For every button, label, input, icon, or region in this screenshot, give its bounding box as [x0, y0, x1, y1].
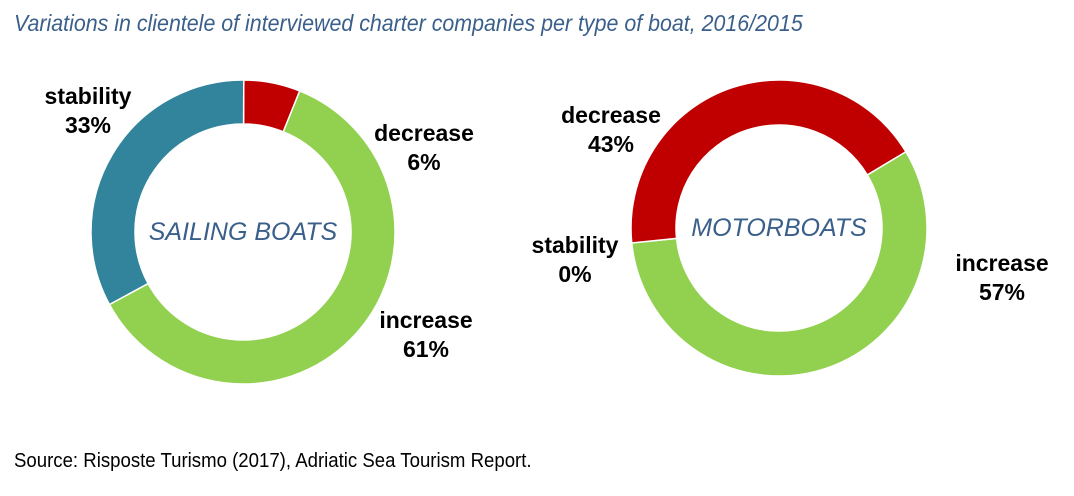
sailing-boats-stability-value: 33%	[65, 112, 111, 138]
motorboats-donut: increase 57% stability 0% decrease 43% MOTORBO…	[532, 79, 1049, 377]
sailing-boats-decrease-label: decrease 6%	[374, 120, 474, 175]
sailing-boats-donut: decrease 6% increase 61% stability 33% SAILING…	[45, 79, 474, 385]
sailing-boats-stability-label: stability 33%	[45, 83, 132, 138]
motorboats-stability-label: stability 0%	[532, 232, 619, 287]
source-note: Source: Risposte Turismo (2017), Adriati…	[14, 450, 532, 472]
sailing-boats-increase-label: increase 61%	[379, 307, 472, 362]
sailing-boats-decrease-value: 6%	[407, 149, 440, 175]
sailing-boats-stability-slice	[90, 79, 245, 306]
motorboats-stability-value: 0%	[558, 261, 591, 287]
motorboats-decrease-slice	[630, 79, 907, 244]
motorboats-increase-label: increase 57%	[955, 250, 1048, 305]
chart-title: Variations in clientele of interviewed c…	[14, 10, 803, 36]
motorboats-increase-value: 57%	[979, 279, 1025, 305]
sailing-boats-increase-slice	[108, 89, 396, 385]
sailing-boats-center-label: SAILING BOATS	[149, 218, 338, 246]
sailing-boats-increase-value: 61%	[403, 336, 449, 362]
motorboats-decrease-label: decrease 43%	[561, 102, 661, 157]
sailing-boats-decrease-name: decrease	[374, 120, 474, 146]
motorboats-stability-name: stability	[532, 232, 619, 258]
motorboats-increase-slice	[630, 150, 928, 377]
motorboats-increase-name: increase	[955, 250, 1048, 276]
motorboats-center-label: MOTORBOATS	[691, 214, 867, 242]
sailing-boats-increase-name: increase	[379, 307, 472, 333]
sailing-boats-stability-name: stability	[45, 83, 132, 109]
motorboats-decrease-value: 43%	[588, 131, 634, 157]
motorboats-decrease-name: decrease	[561, 102, 661, 128]
